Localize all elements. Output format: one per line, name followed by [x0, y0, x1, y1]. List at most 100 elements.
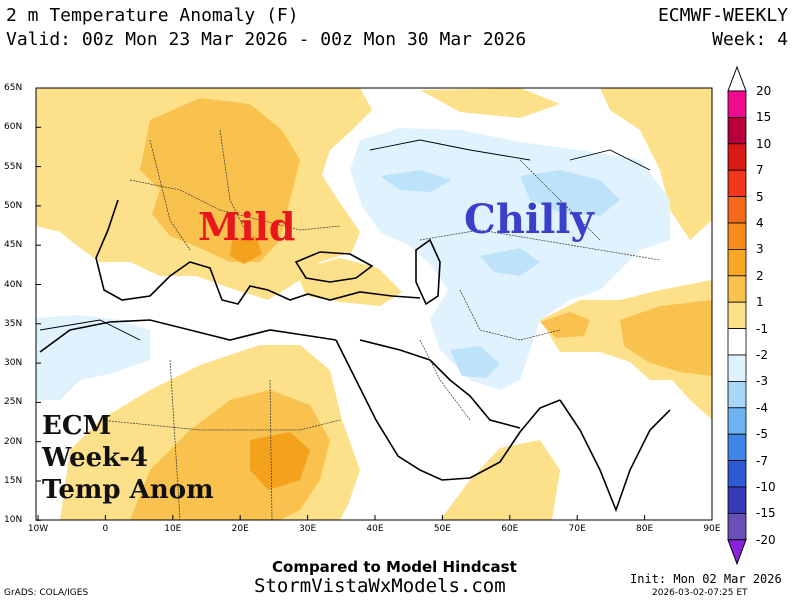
map-field — [36, 88, 712, 520]
latitude-label: 30N — [4, 358, 23, 369]
colorbar-label: 1 — [756, 295, 764, 310]
forecast-week: Week: 4 — [712, 29, 788, 50]
colorbar-label: -20 — [756, 532, 776, 547]
model-name: ECMWF-WEEKLY — [657, 5, 788, 26]
longitude-label: 50E — [433, 524, 451, 534]
colorbar-label: -2 — [756, 348, 768, 362]
latitude-label: 20N — [4, 436, 23, 447]
cool-anomaly-areas — [36, 128, 670, 400]
colorbar-top-arrow — [727, 65, 747, 92]
ecm-annotation: ECM Week-4 Temp Anom — [42, 410, 214, 506]
warm-anomaly-areas — [36, 88, 712, 520]
colorbar-swatch — [727, 222, 747, 250]
colorbar-swatch — [727, 407, 747, 435]
longitude-ticks — [37, 515, 713, 520]
border-line — [419, 339, 471, 421]
caspian-coastline — [415, 238, 441, 306]
contour-line — [569, 149, 651, 171]
warm-sahara-peak — [250, 432, 310, 490]
border-line — [459, 289, 561, 341]
warm-europe-core — [140, 98, 300, 262]
india-coastline — [559, 399, 671, 513]
colorbar-label: -4 — [756, 400, 768, 415]
map-frame — [35, 87, 713, 521]
colorbar-swatch — [727, 460, 747, 488]
warm-sahara-core — [130, 390, 330, 520]
longitude-label: 20E — [231, 524, 249, 534]
generated-timestamp: 2026-03-02-07:25 ET — [652, 588, 748, 598]
latitude-label: 15N — [4, 476, 23, 486]
latitude-label: 60N — [4, 122, 23, 133]
cool-central-asia-core — [380, 170, 452, 192]
latitude-label: 25N — [4, 397, 23, 408]
colorbar-swatch — [727, 117, 747, 145]
map-title: 2 m Temperature Anomaly (F) — [6, 5, 299, 26]
grads-credit: GrADS: COLA/IGES — [4, 588, 89, 598]
warm-arabia-area — [440, 440, 560, 520]
colorbar-swatch — [727, 301, 747, 330]
latitude-label: 50N — [4, 200, 23, 211]
africa-coastline — [39, 319, 337, 353]
contour-line — [39, 319, 141, 341]
colorbar-label: 7 — [756, 163, 764, 178]
colorbar-label: -5 — [756, 427, 768, 442]
colorbar-label: -3 — [756, 374, 768, 389]
colorbar-label: 10 — [756, 136, 772, 151]
border-line — [169, 359, 181, 520]
latitude-label: 40N — [4, 279, 23, 290]
longitude-label: 60E — [501, 524, 519, 534]
latitude-label: 65N — [4, 83, 23, 93]
colorbar-swatch — [727, 486, 747, 514]
colorbar-label: 4 — [756, 216, 764, 230]
init-time: Init: Mon 02 Mar 2026 — [630, 572, 782, 586]
border-line — [99, 419, 341, 431]
colorbar-swatch — [727, 248, 747, 277]
cool-west-sahara-area — [36, 315, 150, 400]
longitude-label: 0 — [102, 524, 109, 534]
border-line — [129, 179, 341, 231]
colorbar-swatch — [727, 275, 747, 303]
longitude-label: 70E — [568, 524, 586, 534]
warm-himalaya-core — [620, 300, 712, 376]
latitude-label: 55N — [4, 161, 23, 172]
contour-line — [369, 139, 531, 161]
hindcast-note: Compared to Model Hindcast — [272, 558, 517, 576]
colorbar-label: 3 — [756, 242, 764, 257]
colorbar-swatch — [727, 513, 747, 541]
country-borders — [99, 129, 661, 520]
arabia-coastline — [359, 339, 521, 429]
colorbar-swatch — [727, 433, 747, 462]
colorbar-swatch — [727, 196, 747, 224]
border-line — [269, 379, 273, 520]
colorbar-label: -15 — [756, 506, 776, 521]
colorbar-bottom-arrow — [727, 539, 747, 566]
colorbar-swatch — [727, 380, 747, 409]
colorbar-swatch — [727, 354, 747, 382]
longitude-label: 80E — [636, 524, 654, 534]
cool-mongolia-core — [520, 170, 620, 216]
valid-period: Valid: 00z Mon 23 Mar 2026 - 00z Mon 30 … — [6, 29, 527, 50]
warm-europe-peak — [230, 236, 262, 264]
site-name: StormVistaWxModels.com — [254, 575, 506, 597]
ecm-line: Temp Anom — [42, 475, 214, 505]
anomaly-contours — [39, 139, 651, 341]
red-sea-coastline — [335, 339, 561, 481]
colorbar-label: -7 — [756, 453, 768, 468]
latitude-ticks — [36, 87, 41, 521]
cool-tianshan-core — [480, 248, 540, 276]
colorbar — [727, 65, 747, 566]
black-sea-coastline — [294, 251, 374, 283]
colorbar-label: 5 — [756, 189, 764, 204]
ecm-line: ECM — [42, 411, 112, 441]
latitude-label: 35N — [4, 318, 23, 329]
colorbar-swatch — [727, 90, 747, 118]
border-line — [519, 159, 601, 241]
latitude-label: 10N — [4, 515, 23, 526]
mild-annotation: Mild — [198, 204, 296, 249]
warm-siberia-area — [600, 88, 712, 240]
colorbar-swatch — [727, 169, 747, 197]
border-line — [149, 139, 191, 251]
coastlines — [39, 199, 671, 513]
colorbar-label: -1 — [756, 321, 768, 336]
